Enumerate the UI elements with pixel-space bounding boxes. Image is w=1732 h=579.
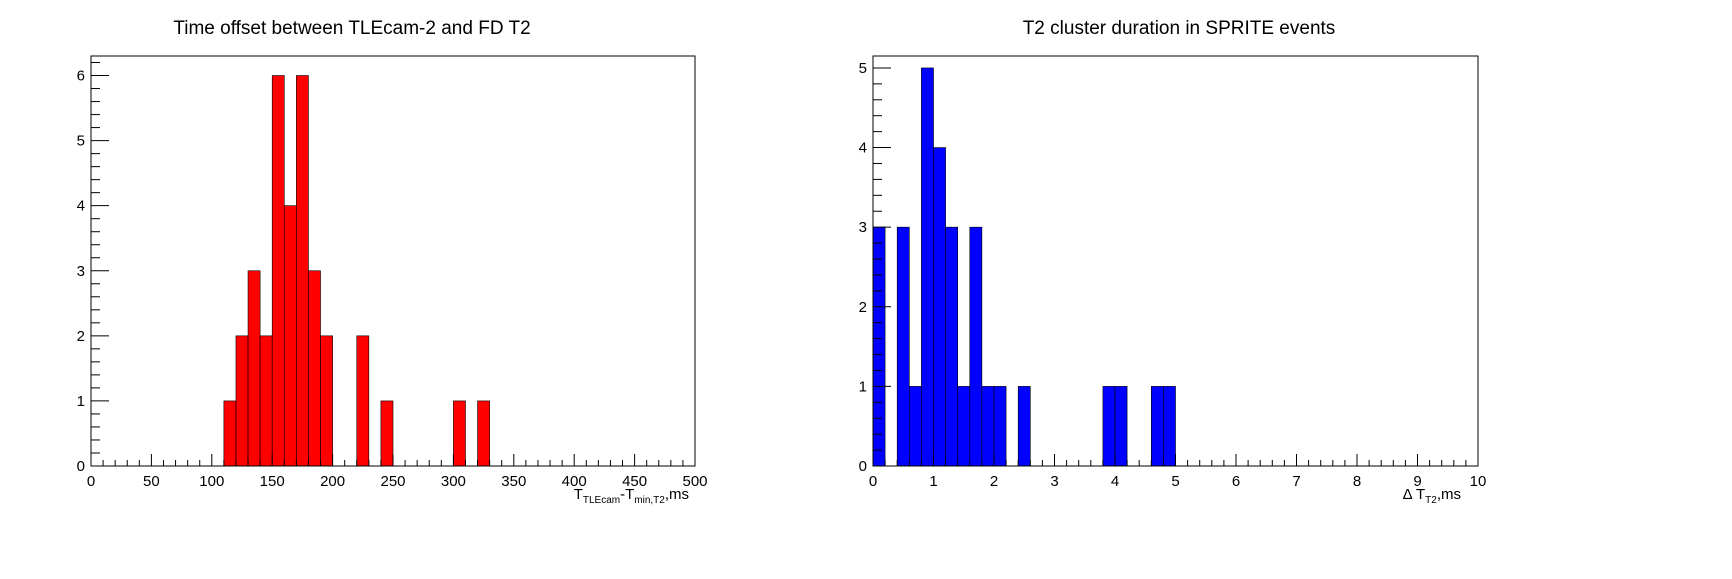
y-tick-label: 0 [859, 458, 867, 475]
xlabel-mid: -T [620, 486, 634, 503]
histogram-bar [1163, 386, 1176, 467]
histogram-bar [1151, 386, 1164, 467]
histogram-bar [247, 270, 261, 467]
y-tick-label: 0 [77, 458, 85, 475]
histogram-bar [380, 400, 394, 467]
histogram-bar [969, 226, 983, 467]
histogram-bar [1102, 386, 1116, 467]
x-tick-label: 0 [87, 473, 95, 490]
histogram-bar [271, 75, 285, 467]
x-tick-label: 200 [320, 473, 345, 490]
chart-title-right: T2 cluster duration in SPRITE events [1023, 18, 1336, 39]
y-tick-label: 3 [859, 219, 867, 236]
histogram-bar [896, 226, 910, 467]
histogram-bar [981, 386, 995, 467]
x-tick-label: 3 [1050, 473, 1058, 490]
y-tick-label: 2 [77, 328, 85, 345]
histogram-bar [945, 226, 958, 467]
x-tick-label: 4 [1111, 473, 1119, 490]
x-tick-label: 400 [562, 473, 587, 490]
histogram-bar [453, 400, 466, 467]
x-tick-label: 6 [1232, 473, 1240, 490]
x-tick-label: 50 [143, 473, 160, 490]
y-tick-label: 4 [77, 198, 85, 215]
x-tick-label: 0 [869, 473, 877, 490]
histogram-panel-right: T2 cluster duration in SPRITE events 0 1 2… [859, 18, 1487, 506]
histogram-panel-left: Time offset between TLEcam-2 and FD T2 0… [77, 18, 708, 506]
y-tick-label: 3 [77, 263, 85, 280]
ticks-right: 0 1 2 3 4 5 6 7 8 9 10 0 1 2 3 4 5 [859, 60, 1487, 490]
x-tick-label: 1 [929, 473, 937, 490]
histogram-bar [933, 147, 946, 467]
histogram-bar [308, 270, 321, 467]
x-tick-label: 7 [1292, 473, 1300, 490]
histogram-bar [957, 386, 971, 467]
y-tick-label: 1 [77, 393, 85, 410]
chart-title-left: Time offset between TLEcam-2 and FD T2 [173, 18, 530, 39]
x-tick-label: 8 [1353, 473, 1361, 490]
histogram-bar [477, 400, 490, 467]
x-tick-label: 5 [1171, 473, 1179, 490]
xlabel-main: T [574, 486, 583, 503]
y-tick-label: 4 [859, 140, 867, 157]
x-tick-label: 9 [1413, 473, 1421, 490]
histogram-bar [356, 335, 370, 467]
x-tick-label: 250 [380, 473, 405, 490]
xlabel-sub1: TLEcam [583, 495, 620, 506]
xlabel-tail: ,ms [1437, 486, 1461, 503]
x-tick-label: 500 [682, 473, 707, 490]
x-tick-label: 300 [441, 473, 466, 490]
x-tick-label: 350 [501, 473, 526, 490]
x-axis-label-right: Δ TT2,ms [1403, 486, 1461, 506]
histogram-bar [235, 335, 249, 467]
histogram-bar [993, 386, 1007, 467]
histogram-bar [320, 335, 333, 467]
y-tick-label: 2 [859, 299, 867, 316]
x-tick-label: 2 [990, 473, 998, 490]
y-tick-label: 1 [859, 378, 867, 395]
histogram-bar [921, 67, 934, 467]
histogram-bar [296, 75, 309, 467]
histogram-bar [872, 226, 886, 467]
histogram-bar [223, 400, 237, 467]
x-axis-label-left: TTLEcam-Tmin,T2,ms [574, 486, 689, 506]
histogram-bar [259, 335, 273, 467]
x-tick-label: 150 [260, 473, 285, 490]
y-tick-label: 5 [77, 133, 85, 150]
xlabel-main: Δ T [1403, 486, 1426, 503]
xlabel-tail: ,ms [665, 486, 689, 503]
histogram-bar [283, 205, 297, 467]
histogram-bar [1114, 386, 1128, 467]
histogram-bar [908, 386, 922, 467]
histogram-bar [1017, 386, 1031, 467]
x-tick-label: 100 [199, 473, 224, 490]
y-tick-label: 6 [77, 68, 85, 85]
y-tick-label: 5 [859, 60, 867, 77]
xlabel-sub2: min,T2 [634, 495, 665, 506]
xlabel-sub1: T2 [1425, 495, 1437, 506]
x-tick-label: 450 [622, 473, 647, 490]
ticks-left: 0 50 100 150 200 250 300 350 400 450 500 0 1 2 3 4 5 6 [77, 62, 708, 490]
x-tick-label: 10 [1470, 473, 1487, 490]
bars-left [223, 75, 490, 467]
bars-right [872, 67, 1176, 467]
